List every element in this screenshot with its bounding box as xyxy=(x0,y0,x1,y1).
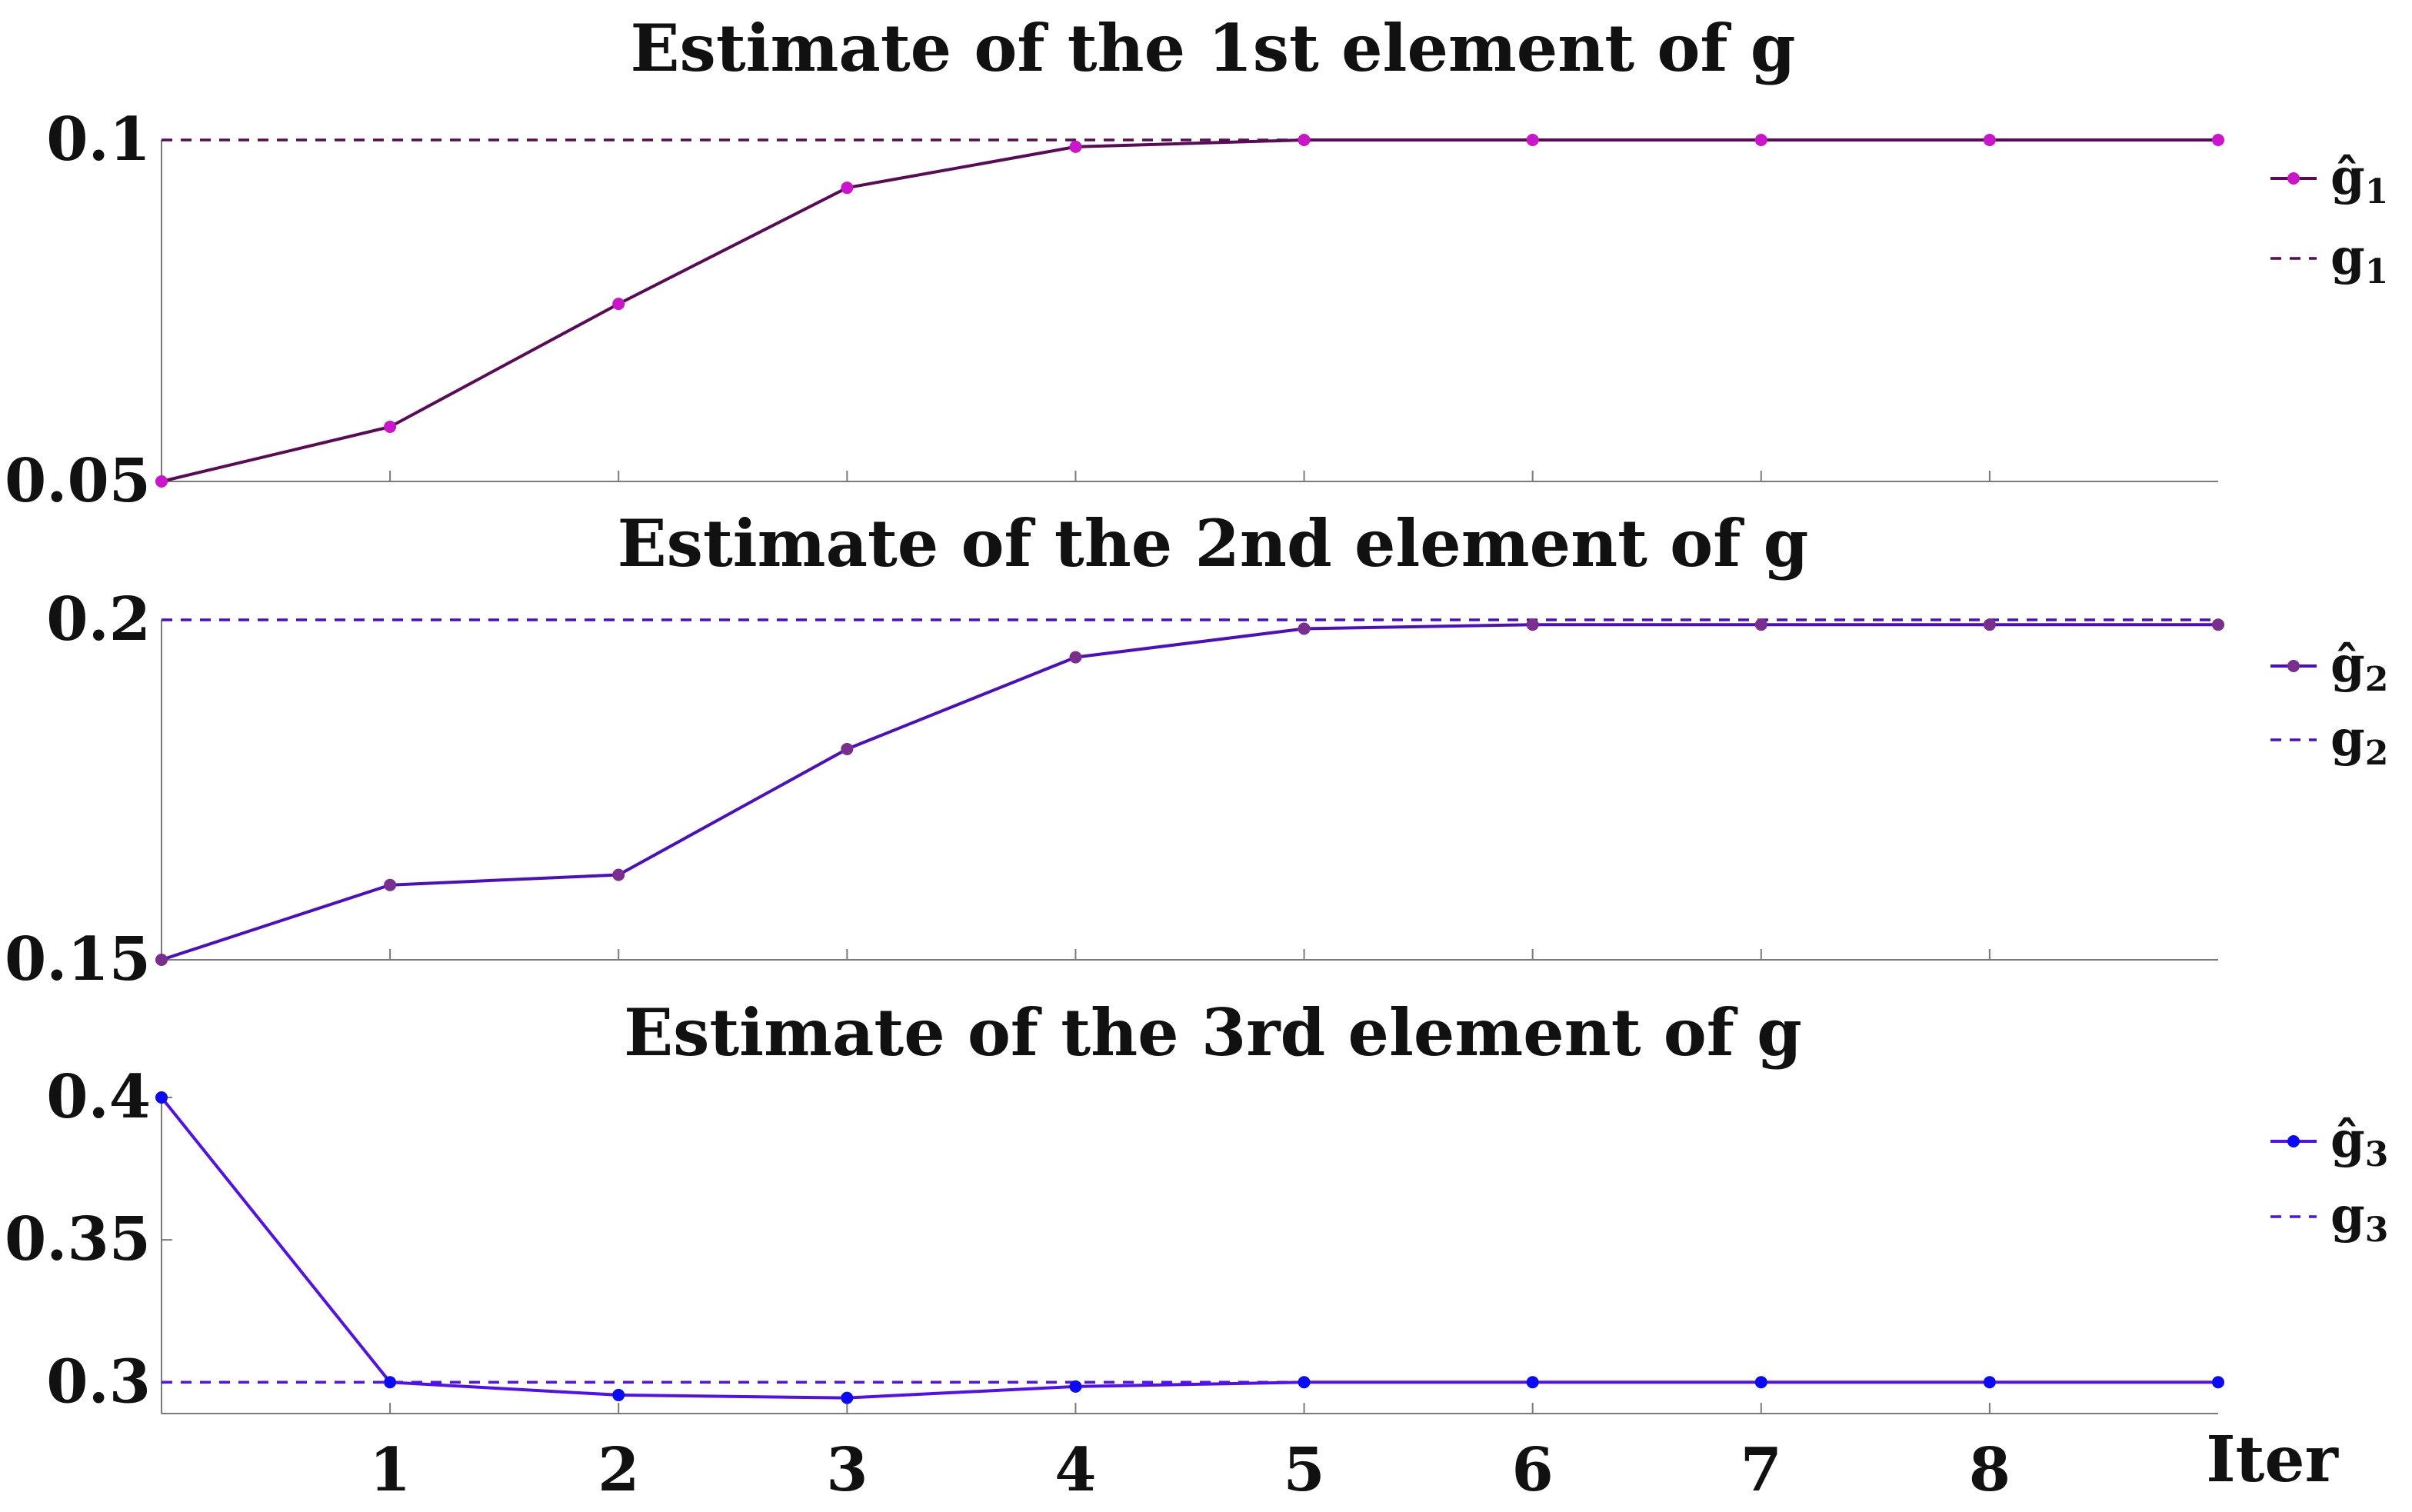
legend-marker-estimate xyxy=(2287,172,2300,185)
data-point xyxy=(612,298,625,311)
x-tick-label: 2 xyxy=(598,1435,639,1505)
x-tick-label: 8 xyxy=(1969,1435,2011,1505)
x-tick-label: 6 xyxy=(1512,1435,1554,1505)
y-tick-label: 0.2 xyxy=(46,584,151,654)
data-point xyxy=(2212,134,2224,146)
data-point xyxy=(841,1391,854,1404)
chart-title: Estimate of the 1st element of g xyxy=(631,10,1796,86)
y-tick-label: 0.15 xyxy=(5,924,151,994)
data-point xyxy=(2212,1376,2224,1389)
data-point xyxy=(612,868,625,881)
data-point xyxy=(1754,618,1767,631)
series-line-ĝ2-estimate xyxy=(161,623,2218,961)
panel-3: Estimate of the 3rd element of g 0.3 0.35 0… xyxy=(5,994,2388,1417)
y-tick-label: 0.05 xyxy=(5,446,151,516)
data-point xyxy=(1754,1376,1767,1389)
y-tick-label: 0.35 xyxy=(5,1204,151,1274)
y-tick-label: 0.4 xyxy=(46,1062,151,1132)
chart-title: Estimate of the 2nd element of g xyxy=(618,505,1809,581)
data-point xyxy=(1069,140,1082,153)
x-axis-label: Iter xyxy=(2206,1423,2339,1497)
data-point xyxy=(2212,618,2224,631)
data-point xyxy=(155,954,168,966)
data-point xyxy=(1526,134,1539,146)
panel-1: Estimate of the 1st element of g 0.05 0.1 ĝ… xyxy=(5,10,2388,516)
data-point xyxy=(1526,618,1539,631)
legend-label-estimate: ĝ2 xyxy=(2330,636,2388,699)
x-tick-label: 3 xyxy=(826,1435,868,1505)
data-point xyxy=(1754,134,1767,146)
data-point xyxy=(1526,1376,1539,1389)
data-point xyxy=(612,1388,625,1401)
x-tick-label: 4 xyxy=(1054,1435,1096,1505)
data-point xyxy=(1298,134,1311,146)
x-tick-label: 5 xyxy=(1283,1435,1324,1505)
y-tick-label: 0.3 xyxy=(46,1347,151,1417)
y-tick-label: 0.1 xyxy=(46,105,151,175)
series-line-ĝ3-estimate xyxy=(160,1096,2218,1400)
data-point xyxy=(384,878,397,891)
legend-label-reference: g1 xyxy=(2330,228,2388,291)
data-point xyxy=(384,1376,397,1389)
legend-marker-estimate xyxy=(2287,1135,2300,1147)
legend-marker-estimate xyxy=(2287,660,2300,672)
data-point xyxy=(1983,618,1996,631)
legend-label-reference: g2 xyxy=(2330,710,2388,773)
legend-label-reference: g3 xyxy=(2330,1187,2388,1250)
data-point xyxy=(1069,1380,1082,1393)
panel-2: Estimate of the 2nd element of g 0.15 0.2 ĝ… xyxy=(5,505,2388,994)
chart-title: Estimate of the 3rd element of g xyxy=(624,994,1802,1071)
data-point xyxy=(841,742,854,755)
data-point xyxy=(155,1091,168,1104)
data-point xyxy=(841,182,854,195)
data-point xyxy=(155,475,168,488)
data-point xyxy=(1983,1376,1996,1389)
data-point xyxy=(1298,1376,1311,1389)
legend-label-estimate: ĝ1 xyxy=(2330,148,2388,211)
legend-label-estimate: ĝ3 xyxy=(2330,1111,2388,1174)
x-tick-label: 7 xyxy=(1741,1435,1782,1505)
data-point xyxy=(384,420,397,433)
data-point xyxy=(1983,134,1996,146)
series-line-ĝ1-estimate xyxy=(161,138,2218,483)
data-point xyxy=(1069,651,1082,664)
x-tick-label: 1 xyxy=(369,1435,411,1505)
data-point xyxy=(1298,622,1311,635)
